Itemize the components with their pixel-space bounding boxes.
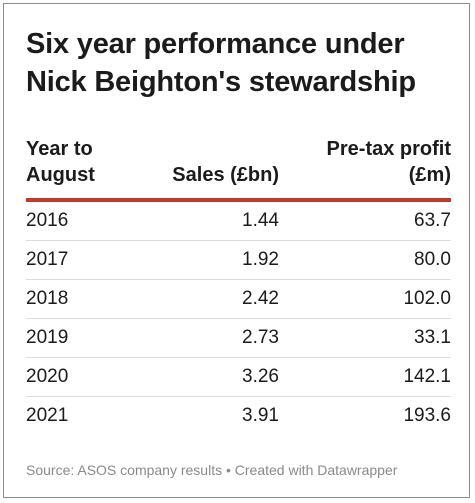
cell-sales: 3.26 (121, 357, 279, 397)
cell-year: 2018 (26, 279, 121, 319)
cell-profit: 142.1 (279, 357, 451, 397)
column-header-profit: Pre-tax profit (£m) (279, 136, 451, 202)
table-row: 2021 3.91 193.6 (26, 397, 451, 436)
table-row: 2016 1.44 63.7 (26, 200, 451, 241)
cell-year: 2017 (26, 240, 121, 280)
table-row: 2020 3.26 142.1 (26, 357, 451, 397)
table-row: 2018 2.42 102.0 (26, 279, 451, 319)
table-row: 2017 1.92 80.0 (26, 240, 451, 280)
cell-profit: 33.1 (279, 318, 451, 358)
cell-profit: 193.6 (403, 405, 451, 426)
column-header-sales: Sales (£bn) (121, 136, 279, 202)
cell-profit: 80.0 (279, 240, 451, 280)
chart-frame: Six year performance under Nick Beighton… (3, 3, 470, 498)
cell-sales: 3.91 (242, 405, 279, 426)
column-header-year: Year to August (26, 136, 121, 202)
table-header-row: Year to August Sales (£bn) Pre-tax profi… (26, 136, 451, 202)
cell-sales: 2.73 (121, 318, 279, 358)
cell-sales: 2.42 (121, 279, 279, 319)
cell-year: 2019 (26, 318, 121, 358)
data-table: Year to August Sales (£bn) Pre-tax profi… (26, 136, 451, 435)
cell-sales: 1.44 (121, 200, 279, 241)
chart-title: Six year performance under Nick Beighton… (26, 28, 416, 98)
cell-year: 2021 (26, 405, 69, 426)
cell-sales: 1.92 (121, 240, 279, 280)
cell-profit: 63.7 (279, 200, 451, 241)
source-note: Source: ASOS company results • Created w… (26, 462, 398, 478)
cell-year: 2016 (26, 200, 121, 241)
cell-year: 2020 (26, 357, 121, 397)
table-row: 2019 2.73 33.1 (26, 318, 451, 358)
cell-profit: 102.0 (279, 279, 451, 319)
